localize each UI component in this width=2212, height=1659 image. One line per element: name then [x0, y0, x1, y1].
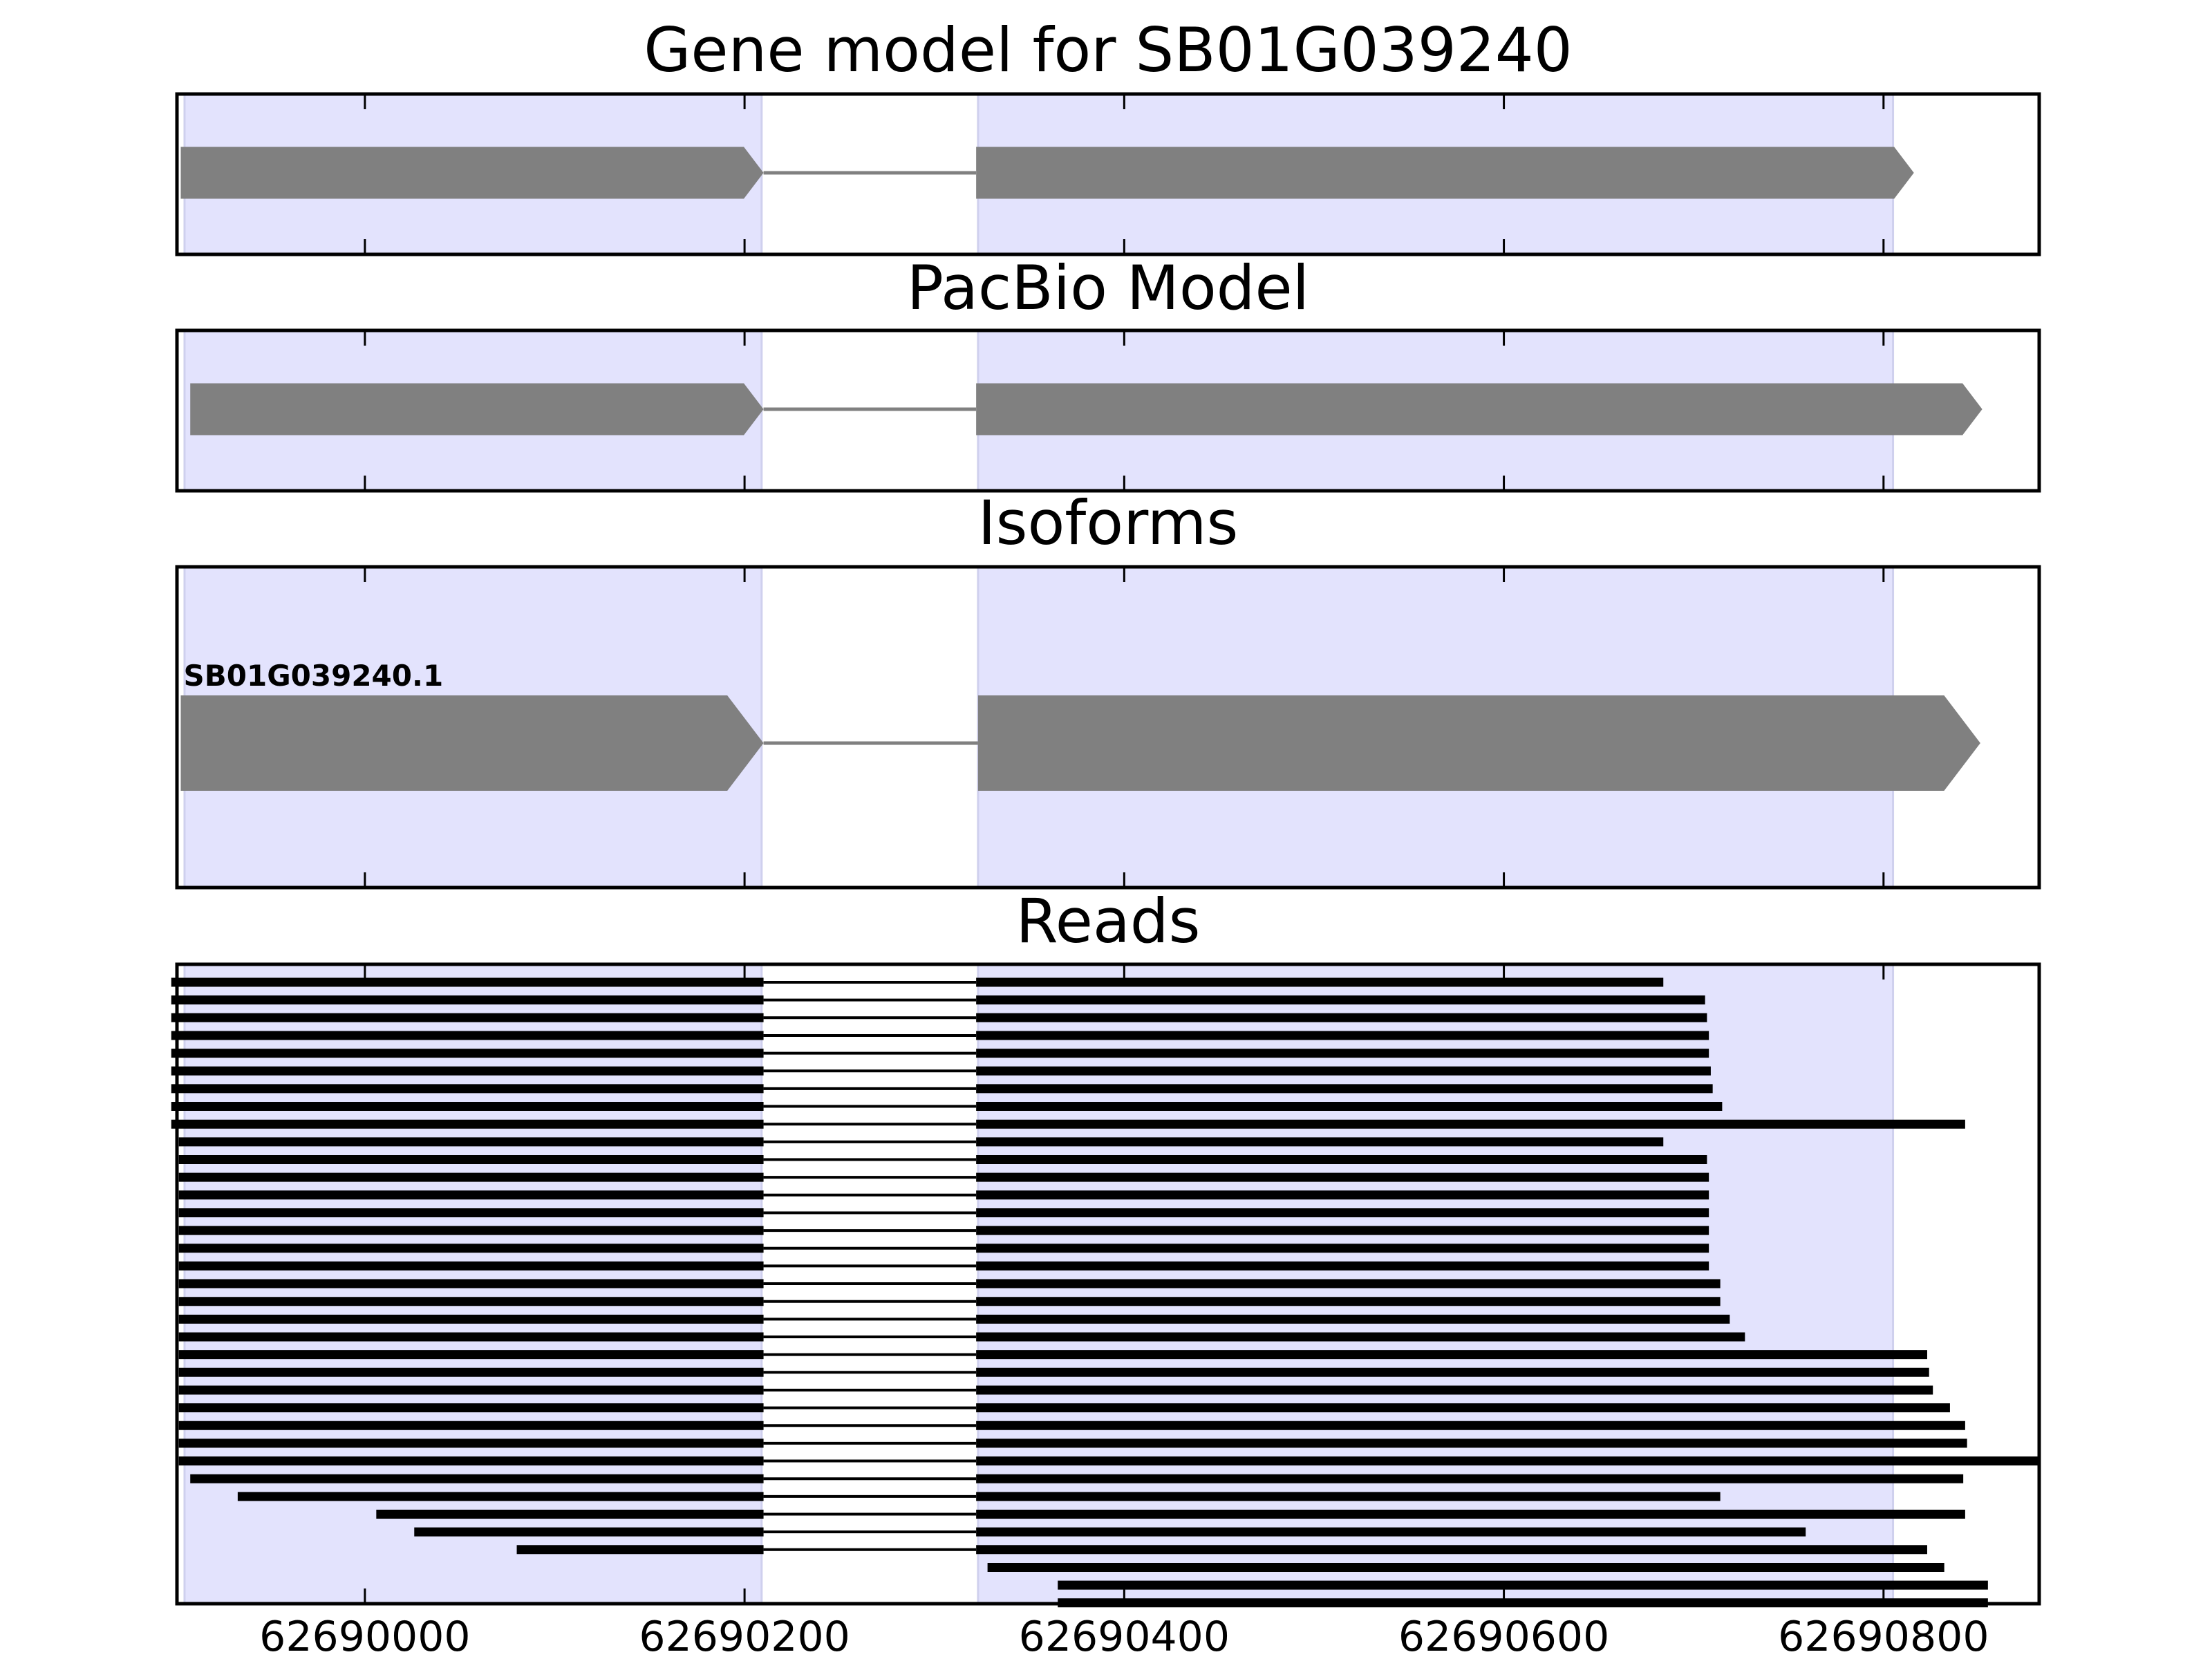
x-tick-label: 62690800 [1778, 1613, 1989, 1659]
panel-2: PacBio Model [175, 252, 2041, 493]
panel-title: Gene model for SB01G039240 [644, 15, 1573, 86]
gene-model-exon [976, 147, 1914, 199]
isoform-label: SB01G039240.1 [183, 659, 443, 693]
panel-title: Reads [1016, 885, 1201, 957]
panel-frame [175, 565, 2041, 890]
gene-model-exon [180, 147, 764, 199]
panel-frame [175, 962, 2041, 1606]
gene-model-exon [977, 695, 1980, 791]
panels-layer: Gene model for SB01G039240 PacBio Model SB… [171, 15, 2041, 1659]
x-tick-label: 62690600 [1398, 1613, 1609, 1659]
gene-model-exon [190, 383, 764, 435]
x-tick-label: 62690400 [1019, 1613, 1230, 1659]
x-tick-label: 62690200 [639, 1613, 850, 1659]
gene-model-exon [180, 695, 764, 791]
x-tick-label: 62690000 [259, 1613, 470, 1659]
panel-title: Isoforms [978, 487, 1239, 559]
gene-model-exon [976, 383, 1983, 435]
panel-4: Reads 62690000 62690200 62690400 62690600 626… [171, 885, 2041, 1659]
panel-3: SB01G039240.1 Isoforms [175, 487, 2041, 890]
panel-frame [175, 92, 2041, 256]
panel-1: Gene model for SB01G039240 [175, 15, 2041, 256]
panel-frame [175, 328, 2041, 493]
panel-title: PacBio Model [907, 252, 1309, 324]
